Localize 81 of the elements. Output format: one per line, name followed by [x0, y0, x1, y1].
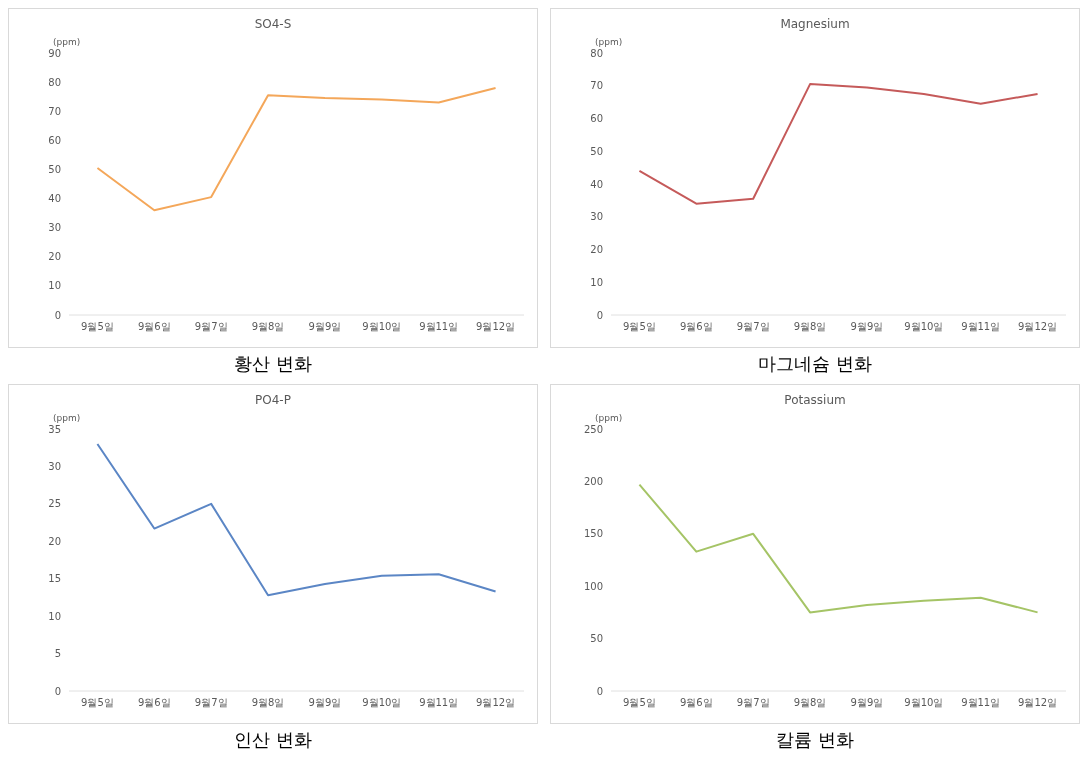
x-tick-label: 9월7일	[736, 697, 770, 709]
line-series	[96, 442, 497, 597]
x-tick-label: 9월10일	[362, 321, 402, 333]
y-tick-label: 15	[48, 573, 61, 585]
y-tick-label: 5	[54, 648, 61, 660]
y-axis-title: (ppm)	[595, 413, 623, 423]
y-tick-label: 70	[48, 105, 61, 117]
y-tick-label: 10	[48, 280, 61, 292]
y-tick-label: 80	[48, 76, 61, 88]
x-tick-label: 9월8일	[793, 321, 827, 333]
x-tick-label: 9월6일	[679, 321, 713, 333]
line-series	[638, 483, 1039, 614]
y-tick-label: 10	[590, 276, 603, 288]
y-tick-label: 50	[590, 145, 603, 157]
x-tick-label: 9월7일	[736, 321, 770, 333]
x-tick-label: 9월12일	[476, 697, 516, 709]
line-series	[96, 86, 497, 212]
text: 인산 변화	[233, 728, 313, 752]
y-tick-label: 80	[590, 47, 603, 59]
text: 마그네슘 변화	[757, 352, 873, 376]
x-tick-label: 9월10일	[904, 321, 944, 333]
x-tick-label: 9월11일	[961, 697, 1001, 709]
y-tick-label: 150	[583, 528, 603, 540]
y-tick-label: 250	[583, 423, 603, 435]
x-tick-label: 9월10일	[904, 697, 944, 709]
x-tick-label: 9월6일	[679, 697, 713, 709]
y-tick-label: 0	[596, 309, 603, 321]
x-tick-label: 9월12일	[476, 321, 516, 333]
x-tick-label: 9월8일	[793, 697, 827, 709]
x-tick-label: 9월10일	[362, 697, 402, 709]
x-tick-label: 9월6일	[137, 697, 171, 709]
y-tick-label: 30	[590, 211, 603, 223]
y-axis-title: (ppm)	[53, 37, 81, 47]
x-tick-label: 9월11일	[419, 697, 459, 709]
y-tick-label: 20	[590, 244, 603, 256]
y-tick-label: 30	[48, 222, 61, 234]
y-tick-label: 70	[590, 80, 603, 92]
line-series	[638, 83, 1039, 205]
chart-title: PO4-P	[254, 393, 292, 407]
x-tick-label: 9월11일	[419, 321, 459, 333]
x-tick-label: 9월5일	[81, 697, 114, 709]
y-tick-label: 0	[54, 685, 61, 697]
x-tick-label: 9월12일	[1018, 697, 1058, 709]
y-tick-label: 60	[590, 113, 603, 125]
chart-title: Magnesium	[779, 17, 851, 31]
x-tick-label: 9월9일	[850, 697, 884, 709]
x-tick-label: 9월8일	[251, 321, 285, 333]
x-tick-label: 9월6일	[137, 321, 171, 333]
y-tick-label: 60	[48, 134, 61, 146]
x-tick-label: 9월5일	[81, 321, 114, 333]
y-axis-title: (ppm)	[53, 413, 81, 423]
y-tick-label: 50	[48, 163, 61, 175]
x-tick-label: 9월7일	[194, 697, 228, 709]
y-tick-label: 10	[48, 610, 61, 622]
y-tick-label: 50	[590, 633, 603, 645]
text: 황산 변화	[233, 352, 313, 376]
y-tick-label: 25	[48, 498, 61, 510]
x-tick-label: 9월12일	[1018, 321, 1058, 333]
y-tick-label: 20	[48, 251, 61, 263]
x-tick-label: 9월5일	[623, 697, 656, 709]
y-tick-label: 30	[48, 460, 61, 472]
y-tick-label: 100	[583, 580, 603, 592]
chart-title: Potassium	[783, 393, 847, 407]
y-tick-label: 40	[590, 178, 603, 190]
x-tick-label: 9월11일	[961, 321, 1001, 333]
text: 칼륨 변화	[775, 728, 855, 752]
x-tick-label: 9월9일	[308, 321, 342, 333]
y-tick-label: 40	[48, 193, 61, 205]
y-axis-title: (ppm)	[595, 37, 623, 47]
y-tick-label: 0	[596, 685, 603, 697]
x-tick-label: 9월7일	[194, 321, 228, 333]
y-tick-label: 90	[48, 47, 61, 59]
y-tick-label: 20	[48, 535, 61, 547]
x-tick-label: 9월8일	[251, 697, 285, 709]
x-tick-label: 9월5일	[623, 321, 656, 333]
y-tick-label: 35	[48, 423, 61, 435]
y-tick-label: 200	[583, 475, 603, 487]
chart-title: SO4-S	[253, 17, 293, 31]
y-tick-label: 0	[54, 309, 61, 321]
x-tick-label: 9월9일	[850, 321, 884, 333]
x-tick-label: 9월9일	[308, 697, 342, 709]
